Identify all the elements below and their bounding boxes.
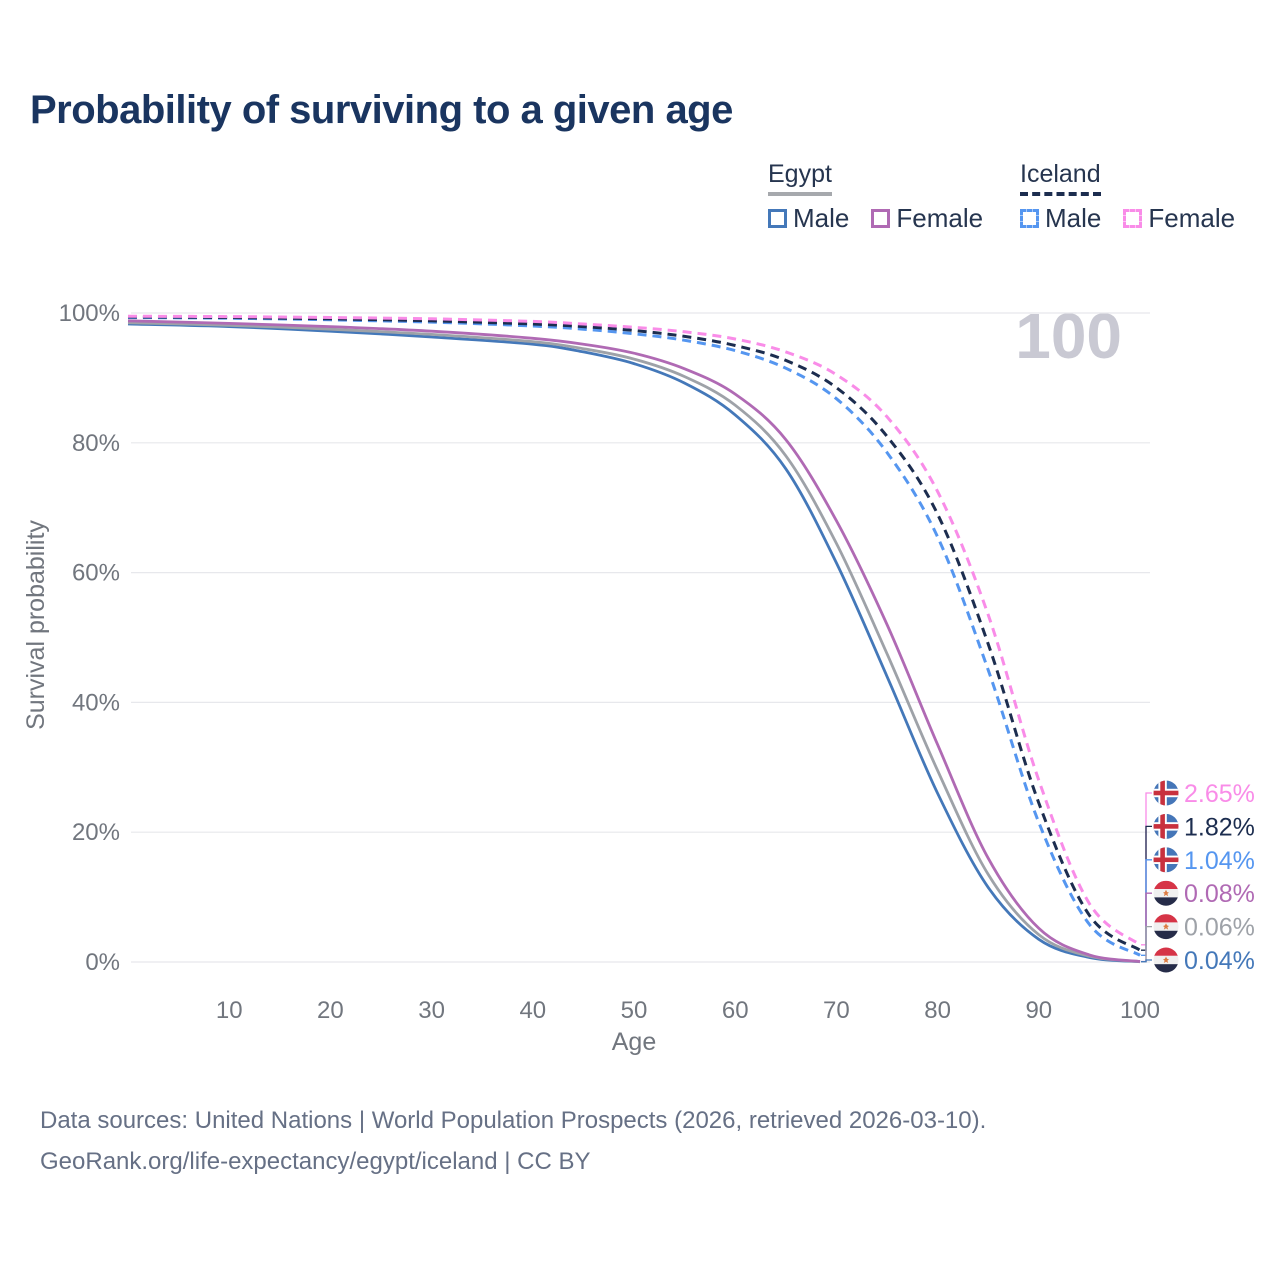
legend-label-egypt-male: Male (793, 203, 850, 233)
y-axis-label: Survival probability (22, 520, 50, 730)
y-tick-label-80%: 80% (72, 430, 120, 457)
x-tick-label-60: 60 (722, 997, 749, 1024)
legend-entry-iceland-male[interactable]: Male (1020, 203, 1101, 234)
end-value-label-iceland-both: 1.82% (1184, 813, 1255, 841)
series-line-egypt-female[interactable] (127, 319, 1141, 963)
iceland-flag-icon (1153, 847, 1179, 873)
x-tick-label-80: 80 (924, 997, 951, 1024)
legend-entry-egypt-female[interactable]: Female (871, 203, 983, 234)
iceland-flag-icon (1153, 780, 1179, 806)
end-value-label-iceland-male: 1.04% (1184, 847, 1255, 875)
x-tick-label-20: 20 (317, 997, 344, 1024)
x-tick-label-40: 40 (519, 997, 546, 1024)
y-tick-label-40%: 40% (72, 689, 120, 716)
x-tick-label-10: 10 (216, 997, 243, 1024)
series-line-iceland-female[interactable] (127, 314, 1141, 947)
label-connector-egypt-both (1141, 925, 1152, 963)
legend-group-egypt: Egypt Male Female (768, 160, 983, 234)
legend-header-iceland[interactable]: Iceland (1020, 160, 1101, 196)
footer: Data sources: United Nations | World Pop… (40, 1100, 986, 1182)
watermark-age-100: 100 (1015, 300, 1122, 372)
egypt-flag-icon (1153, 880, 1179, 906)
series-line-iceland-both[interactable] (127, 315, 1141, 952)
y-tick-label-100%: 100% (59, 300, 120, 327)
legend-entry-egypt-male[interactable]: Male (768, 203, 849, 234)
legend-label-iceland-female: Female (1148, 203, 1236, 233)
series-line-egypt-both[interactable] (127, 321, 1141, 963)
x-tick-label-30: 30 (418, 997, 445, 1024)
egypt-female-swatch-icon (871, 209, 891, 228)
series-line-egypt-male[interactable] (127, 322, 1141, 964)
x-tick-label-100: 100 (1120, 997, 1160, 1024)
egypt-male-swatch-icon (768, 209, 787, 228)
x-axis-label: Age (612, 1028, 656, 1056)
end-value-label-egypt-female: 0.08% (1184, 880, 1255, 908)
end-value-label-egypt-both: 0.06% (1184, 914, 1255, 942)
legend-label-egypt-female: Female (896, 203, 984, 233)
x-tick-label-50: 50 (621, 997, 648, 1024)
x-tick-label-90: 90 (1025, 997, 1052, 1024)
iceland-flag-icon (1153, 813, 1179, 839)
legend-label-iceland-male: Male (1045, 203, 1102, 233)
y-tick-label-60%: 60% (72, 560, 120, 587)
iceland-female-swatch-icon (1123, 209, 1143, 228)
egypt-flag-icon (1153, 914, 1179, 940)
legend-header-egypt[interactable]: Egypt (768, 160, 832, 196)
y-tick-label-0%: 0% (85, 949, 120, 976)
iceland-male-swatch-icon (1020, 209, 1039, 228)
label-connector-egypt-male (1141, 959, 1152, 963)
end-value-label-egypt-male: 0.04% (1184, 947, 1255, 975)
page-title: Probability of surviving to a given age (30, 88, 733, 132)
egypt-flag-icon (1153, 947, 1179, 973)
legend-entry-iceland-female[interactable]: Female (1123, 203, 1235, 234)
y-tick-label-20%: 20% (72, 819, 120, 846)
end-value-label-iceland-female: 2.65% (1184, 780, 1255, 808)
footer-attribution-link[interactable]: GeoRank.org/life-expectancy/egypt/icelan… (40, 1148, 591, 1175)
x-tick-label-70: 70 (823, 997, 850, 1024)
footer-data-sources: Data sources: United Nations | World Pop… (40, 1107, 987, 1134)
legend-group-iceland: Iceland Male Female (1020, 160, 1235, 234)
